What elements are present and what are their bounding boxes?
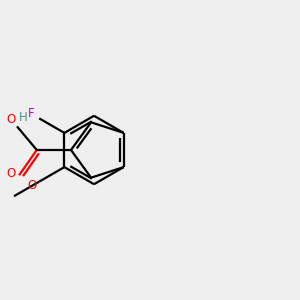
Text: H: H xyxy=(18,111,27,124)
Text: O: O xyxy=(6,113,16,126)
Text: O: O xyxy=(28,179,37,192)
Text: F: F xyxy=(28,107,35,121)
Text: O: O xyxy=(7,167,16,180)
